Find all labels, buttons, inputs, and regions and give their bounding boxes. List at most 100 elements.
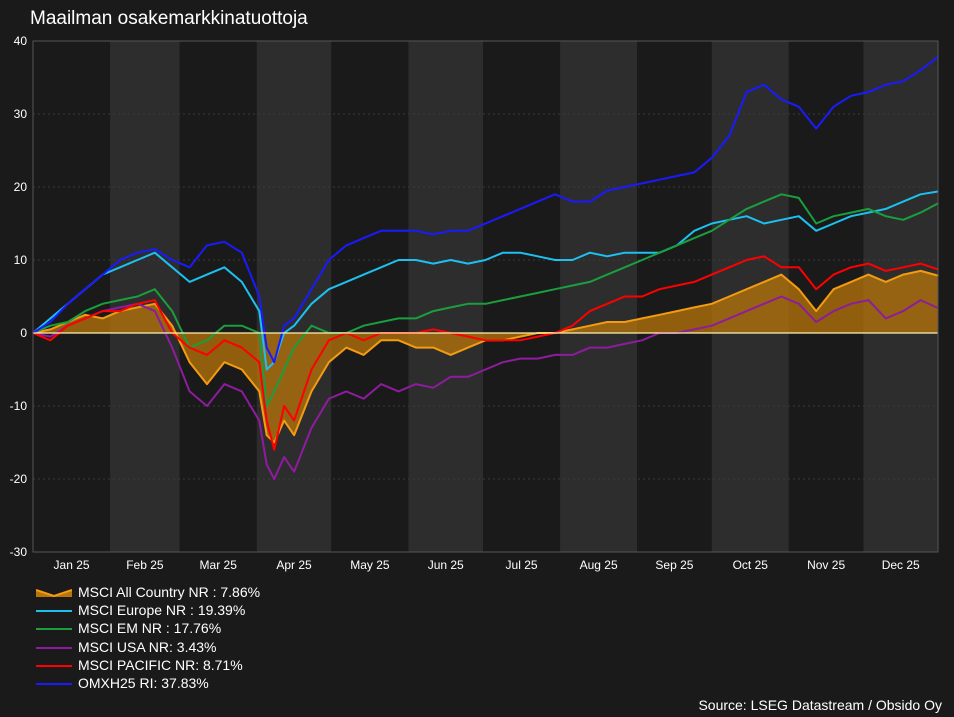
data-point xyxy=(711,324,713,327)
data-point xyxy=(919,193,922,196)
data-point xyxy=(171,266,173,269)
data-point xyxy=(362,237,365,239)
data-point xyxy=(154,248,156,250)
data-point xyxy=(467,346,469,349)
data-point xyxy=(258,310,261,312)
data-point xyxy=(380,383,382,385)
data-point xyxy=(265,419,268,422)
data-point xyxy=(449,354,452,356)
data-point xyxy=(867,273,870,276)
data-point xyxy=(449,230,452,232)
data-point xyxy=(49,321,52,323)
data-point xyxy=(745,288,748,291)
data-point xyxy=(780,295,783,298)
data-point xyxy=(432,233,435,236)
data-point xyxy=(571,324,574,327)
data-point xyxy=(711,273,713,276)
data-point xyxy=(798,197,800,199)
data-point xyxy=(310,368,313,371)
data-point xyxy=(283,405,285,407)
data-point xyxy=(519,339,522,342)
data-point xyxy=(310,288,313,291)
data-point xyxy=(67,321,69,323)
data-point xyxy=(188,346,191,349)
data-point xyxy=(832,273,835,276)
data-point xyxy=(119,299,121,301)
data-point xyxy=(206,273,208,276)
legend-label: MSCI Europe NR : 19.39% xyxy=(78,602,246,619)
legend-item: MSCI PACIFIC NR: 8.71% xyxy=(36,656,260,674)
data-point xyxy=(832,222,835,225)
data-point xyxy=(432,310,435,312)
legend-swatch xyxy=(36,610,72,613)
data-point xyxy=(919,299,922,301)
y-tick-label: 40 xyxy=(14,34,28,48)
data-point xyxy=(554,259,556,261)
y-tick-label: -10 xyxy=(10,399,28,413)
data-point xyxy=(850,266,852,269)
data-point xyxy=(815,288,817,291)
data-point xyxy=(283,324,285,327)
data-point xyxy=(273,361,276,364)
data-point xyxy=(119,310,121,312)
data-point xyxy=(902,310,904,312)
data-point xyxy=(223,361,226,364)
data-point xyxy=(519,335,522,338)
data-point xyxy=(432,262,435,265)
data-point xyxy=(397,230,400,232)
data-point xyxy=(328,259,330,261)
data-point xyxy=(676,244,678,247)
data-point xyxy=(676,310,678,312)
legend-item: MSCI EM NR : 17.76% xyxy=(36,619,260,637)
x-tick-label: May 25 xyxy=(350,558,390,572)
data-point xyxy=(641,259,643,261)
data-point xyxy=(449,376,452,378)
data-point xyxy=(589,324,591,327)
data-point xyxy=(223,339,226,342)
data-point xyxy=(589,251,591,254)
data-point xyxy=(623,266,626,269)
data-point xyxy=(763,84,765,86)
data-point xyxy=(641,251,643,254)
data-point xyxy=(763,303,765,305)
data-point xyxy=(693,328,696,331)
data-point xyxy=(536,357,539,360)
data-point xyxy=(415,230,417,232)
data-point xyxy=(449,306,452,309)
data-point xyxy=(273,441,276,444)
data-point xyxy=(188,266,191,269)
data-point xyxy=(798,303,800,305)
data-point xyxy=(589,346,591,349)
data-point xyxy=(273,478,276,480)
legend-swatch xyxy=(36,683,72,686)
data-point xyxy=(902,219,904,221)
data-point xyxy=(798,288,800,291)
data-point xyxy=(502,299,504,301)
data-point xyxy=(693,230,696,232)
data-point xyxy=(380,321,382,323)
data-point xyxy=(693,281,696,283)
data-point xyxy=(171,346,173,349)
data-point xyxy=(780,98,783,101)
data-point xyxy=(154,303,156,305)
data-point xyxy=(362,397,365,400)
data-point xyxy=(49,324,52,327)
legend-label: MSCI All Country NR : 7.86% xyxy=(78,584,261,600)
data-point xyxy=(728,266,730,269)
data-point xyxy=(919,69,922,71)
data-point xyxy=(519,251,522,254)
data-point xyxy=(265,346,268,349)
y-tick-label: 10 xyxy=(14,253,28,267)
data-point xyxy=(49,328,52,331)
data-point xyxy=(67,324,69,327)
data-point xyxy=(867,299,870,301)
legend-label: OMXH25 RI: 37.83% xyxy=(78,674,209,691)
data-point xyxy=(606,346,609,349)
data-point xyxy=(867,91,870,93)
data-point xyxy=(241,390,243,393)
data-point xyxy=(780,273,783,276)
data-point xyxy=(641,339,643,342)
data-point xyxy=(745,215,748,217)
data-point xyxy=(467,262,469,265)
data-point xyxy=(484,368,487,371)
